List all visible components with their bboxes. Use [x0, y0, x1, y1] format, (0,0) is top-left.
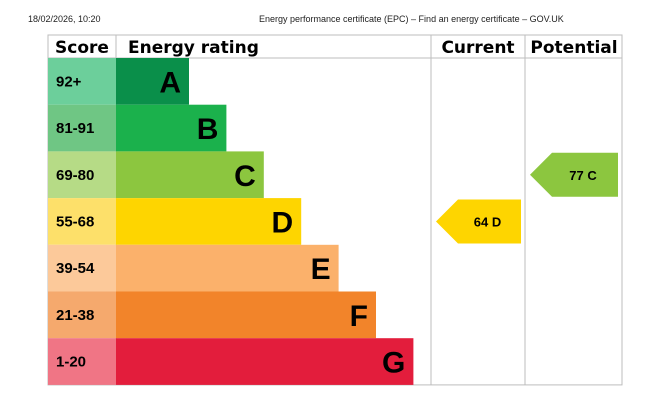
rating-bar-a — [116, 58, 189, 105]
rating-bar-d — [116, 198, 302, 245]
energy-rating-column-header: Energy rating — [128, 38, 259, 58]
rating-bar-e — [116, 244, 339, 292]
rating-letter-d: D — [272, 206, 294, 239]
score-column-header: Score — [55, 38, 109, 58]
current-column-header: Current — [441, 38, 514, 58]
rating-letter-b: B — [197, 113, 219, 146]
rating-letter-c: C — [234, 160, 256, 193]
rating-bar-f — [116, 291, 376, 339]
rating-arrows: 64 D 77 C — [436, 152, 618, 244]
score-cell-f — [48, 291, 116, 339]
score-cell-e — [48, 244, 116, 292]
current-rating-label: 64 D — [474, 214, 501, 229]
potential-column-header: Potential — [530, 38, 617, 58]
rating-bands: 92+ A 81-91 B 69-80 C 55-68 D 39-54 E 21-38 F 1-20 G — [48, 58, 414, 385]
current-arrow — [436, 199, 521, 244]
score-cell-a — [48, 58, 116, 105]
score-cell-b — [48, 104, 116, 152]
score-range-e: 39-54 — [56, 260, 95, 277]
score-range-a: 92+ — [56, 73, 82, 90]
potential-arrow — [530, 152, 618, 197]
score-cell-g — [48, 338, 116, 385]
potential-rating-label: 77 C — [569, 168, 597, 183]
score-range-c: 69-80 — [56, 167, 94, 184]
score-cell-c — [48, 151, 116, 199]
score-range-d: 55-68 — [56, 213, 94, 230]
score-cell-d — [48, 198, 116, 245]
score-range-b: 81-91 — [56, 120, 94, 137]
rating-bar-b — [116, 104, 227, 152]
rating-bar-g — [116, 338, 414, 385]
rating-bar-c — [116, 151, 264, 199]
score-range-g: 1-20 — [56, 354, 86, 371]
rating-letter-g: G — [382, 347, 405, 380]
rating-letter-e: E — [311, 253, 331, 286]
rating-letter-f: F — [350, 300, 368, 333]
rating-letter-a: A — [159, 66, 181, 99]
score-range-f: 21-38 — [56, 307, 94, 324]
print-datetime: 18/02/2026, 10:20 — [28, 14, 101, 24]
print-page-title: Energy performance certificate (EPC) – F… — [259, 14, 564, 24]
